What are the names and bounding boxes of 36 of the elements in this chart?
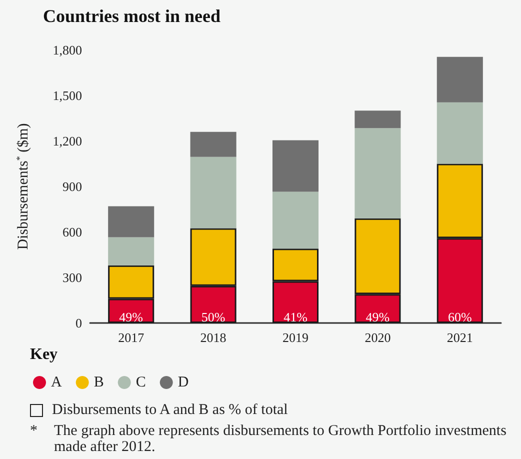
y-tick-label: 600 (62, 224, 82, 240)
annotation: 41% (284, 309, 308, 324)
y-tick-label: 900 (62, 179, 82, 194)
annotation: 49% (366, 309, 390, 324)
bar (436, 56, 483, 102)
y-tick-label: 1,500 (52, 88, 82, 103)
y-tick-label: 1,800 (52, 42, 82, 58)
bar (190, 132, 236, 157)
annotation: 60% (448, 309, 472, 324)
text: Disbursements to A and B as % of total (52, 402, 288, 419)
bar (436, 102, 483, 164)
bar (272, 192, 319, 249)
legend-label: B (94, 374, 104, 390)
text: Key (30, 346, 58, 364)
bar (354, 128, 401, 218)
bar (108, 206, 154, 238)
legend-label: A (51, 374, 62, 390)
x-tick-label: 2021 (446, 330, 473, 345)
annotation: 50% (201, 309, 226, 324)
bar (272, 140, 319, 192)
y-tick-label: 1,200 (52, 134, 82, 148)
bar (354, 110, 401, 128)
legend-label: C (136, 374, 146, 390)
text: * The graph above represents disbursements to Growth Portfolio investments made after 2012. (30, 423, 508, 455)
y-axis-title: Disbursements* ($m) (14, 123, 32, 250)
x-tick-label: 2019 (282, 330, 308, 345)
bar (190, 156, 236, 228)
bar (108, 237, 154, 266)
annotation: 49% (119, 309, 144, 324)
y-tick-label: 0 (76, 316, 82, 330)
x-tick-label: 2020 (364, 330, 391, 345)
y-tick-label: 300 (62, 270, 82, 285)
chart-title: Countries most in need (43, 6, 221, 26)
x-tick-label: 2017 (118, 330, 145, 345)
legend-label: D (178, 374, 189, 390)
x-tick-label: 2018 (200, 330, 226, 345)
